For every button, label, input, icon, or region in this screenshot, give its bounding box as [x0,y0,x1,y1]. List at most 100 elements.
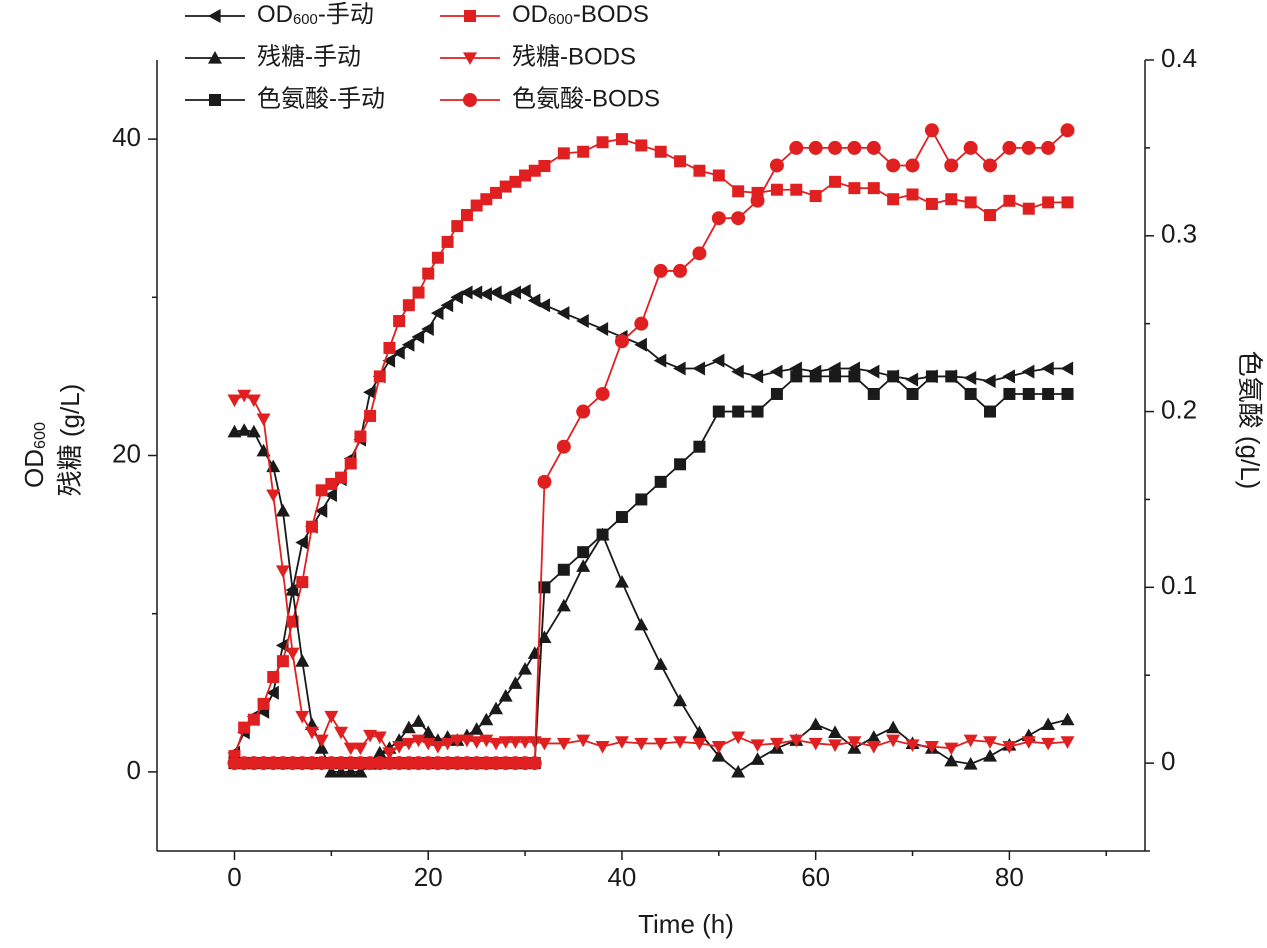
series-line [233,138,1068,757]
marker [595,321,609,336]
marker [1002,740,1017,754]
series-line [234,128,1069,765]
marker [343,764,358,778]
marker [527,756,542,771]
y2-tick-label: 0.3 [1161,219,1197,249]
marker [393,315,406,328]
marker [944,753,959,767]
marker [673,736,688,749]
marker [886,734,901,748]
marker [440,737,455,751]
marker [595,386,610,401]
marker [1003,194,1016,207]
marker [267,670,280,683]
marker [498,736,513,749]
marker [829,175,842,188]
marker [324,756,339,771]
marker [256,756,271,771]
x-tick-label: 80 [995,862,1024,892]
marker [732,185,745,198]
marker [304,756,319,771]
series-line [234,429,1068,774]
marker [577,145,590,158]
marker [527,646,542,659]
y2-axis-label: 色氨酸 (g/L) [1235,351,1265,490]
marker [750,369,764,384]
marker [343,742,358,756]
marker [654,475,667,488]
y-axis-label: 残糖 (g/L) [55,384,85,497]
marker [247,713,260,726]
marker [556,737,571,751]
marker [344,457,357,470]
marker [256,413,271,427]
marker [1041,717,1056,731]
y2-tick-label: 0 [1161,746,1175,776]
marker [411,734,426,748]
marker [498,290,512,305]
marker [1042,387,1055,400]
marker [490,186,503,199]
marker [257,697,270,710]
marker [769,158,784,173]
marker [450,756,465,771]
marker [469,722,484,735]
marker [295,710,310,724]
marker [498,756,513,771]
marker [847,140,862,155]
marker [430,756,445,771]
marker [983,736,998,749]
marker [353,764,368,778]
marker [237,756,252,771]
marker [790,370,803,383]
marker [711,211,726,226]
marker [315,484,328,497]
legend-label: OD600-手动 [257,1,374,28]
legend-label: OD600-BODS [512,1,649,28]
marker [353,742,368,756]
marker [711,740,726,754]
marker [984,209,997,222]
marker [596,136,609,149]
marker [673,693,688,707]
marker [808,737,823,751]
marker [945,370,958,383]
marker [383,341,396,354]
marker [634,737,649,751]
marker [459,285,473,300]
marker [450,290,463,305]
marker [557,563,570,576]
marker [692,246,707,261]
marker [401,756,416,771]
marker [295,535,308,550]
marker [479,287,492,302]
marker [208,51,222,64]
legend-label: 残糖-BODS [512,43,636,70]
marker [266,685,279,700]
marker [1021,736,1036,749]
marker [489,701,504,715]
marker [363,729,378,743]
marker [576,559,591,572]
marker [334,756,349,771]
marker [528,164,541,177]
marker [363,385,376,400]
marker [635,139,648,152]
marker [653,737,668,751]
marker [731,211,746,226]
y2-tick-label: 0.2 [1161,394,1197,424]
marker [508,676,523,689]
y-tick-label: 0 [127,755,141,785]
marker [848,370,861,383]
marker [451,220,464,233]
marker [576,314,589,329]
marker [480,193,493,206]
marker [1060,736,1075,749]
marker [905,372,919,387]
marker [489,285,502,300]
marker [364,409,377,422]
marker [537,737,552,751]
marker [275,503,290,517]
marker [372,745,387,759]
